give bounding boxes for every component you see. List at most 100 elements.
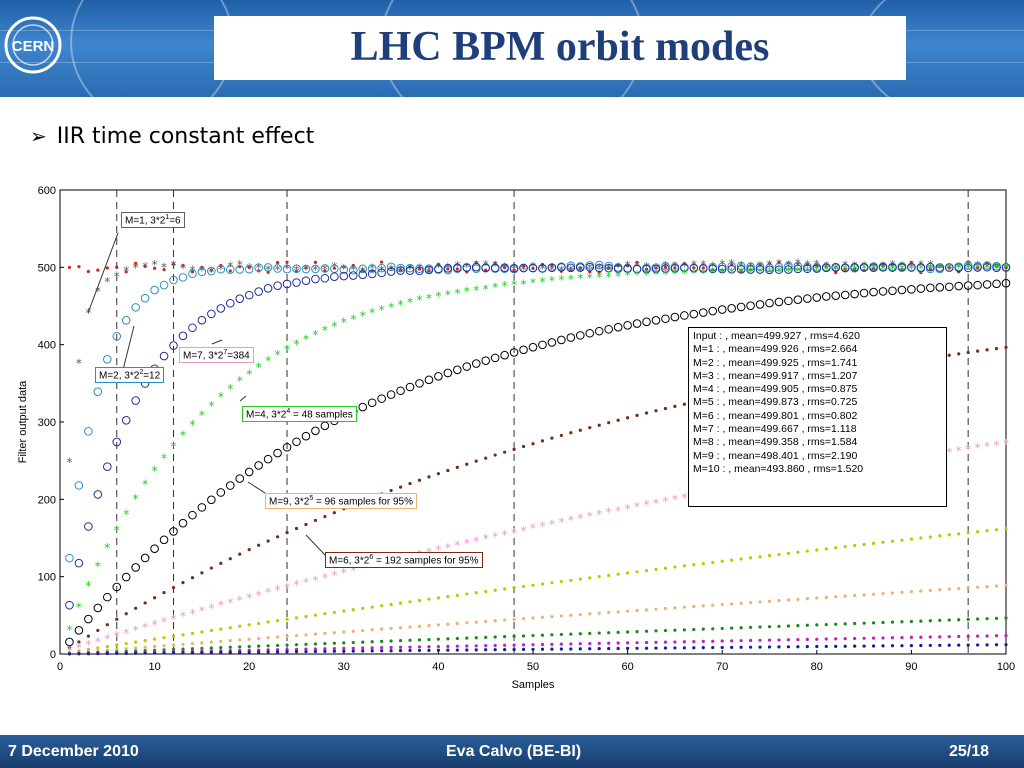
- point-m1: *: [710, 259, 716, 273]
- point-m6: [607, 421, 611, 425]
- point-m5: [131, 563, 140, 572]
- point-m6: [1004, 345, 1008, 349]
- point-m6: [408, 481, 412, 486]
- point-input: [86, 269, 90, 274]
- point-m6: [181, 581, 185, 585]
- point-m4: *: [606, 270, 612, 284]
- point-m4: *: [899, 262, 905, 276]
- point-m1: *: [369, 262, 375, 276]
- point-m1: *: [521, 263, 527, 277]
- point-m7: *: [256, 588, 262, 602]
- point-m5: [453, 365, 462, 375]
- point-m11: [796, 637, 800, 642]
- point-m12: [275, 650, 280, 654]
- point-m4: *: [171, 439, 177, 453]
- point-m5: [736, 302, 746, 312]
- point-m5: [207, 495, 216, 505]
- point-m10: [209, 646, 213, 650]
- point-m6: [153, 596, 157, 600]
- point-m8: [673, 565, 677, 569]
- point-m11: [294, 647, 299, 651]
- point-m7: *: [152, 618, 158, 632]
- point-m2: [339, 265, 349, 274]
- point-m3: [386, 267, 396, 276]
- point-m8: [597, 575, 601, 579]
- point-m7: *: [435, 543, 441, 557]
- point-m12: [427, 648, 431, 652]
- point-m9: [682, 605, 686, 609]
- point-m4: *: [483, 282, 489, 296]
- point-m4: *: [823, 263, 829, 277]
- point-m9: [228, 639, 232, 643]
- point-m3: [225, 298, 235, 308]
- point-m4: *: [294, 337, 300, 351]
- point-m8: [417, 598, 422, 603]
- point-input: [275, 260, 280, 265]
- point-m8: [115, 643, 119, 647]
- point-m9: [521, 617, 526, 621]
- point-m9: [711, 603, 715, 607]
- point-m1: *: [946, 262, 952, 276]
- point-m6: [512, 447, 516, 451]
- point-m12: [663, 646, 668, 650]
- point-m7: *: [492, 530, 498, 544]
- point-m4: *: [322, 324, 328, 338]
- point-m8: [824, 547, 828, 551]
- point-m4: *: [454, 286, 460, 300]
- point-m2: [216, 264, 226, 274]
- point-m3: [992, 263, 1001, 272]
- point-m5: [907, 285, 916, 294]
- point-m3: [244, 290, 254, 300]
- point-m7: *: [644, 498, 650, 512]
- point-m2: [93, 387, 103, 396]
- point-m5: [528, 342, 538, 352]
- point-m9: [134, 646, 138, 650]
- point-m4: *: [653, 268, 659, 282]
- point-m9: [644, 608, 649, 612]
- point-m4: *: [871, 262, 877, 276]
- point-m12: [219, 650, 223, 654]
- point-m1: *: [407, 262, 413, 276]
- point-m8: [474, 591, 478, 595]
- point-m5: [519, 345, 528, 355]
- point-m4: *: [861, 262, 867, 276]
- point-m8: [871, 541, 876, 545]
- point-m9: [748, 600, 753, 605]
- point-m7: *: [558, 516, 564, 530]
- point-m4: *: [95, 559, 101, 573]
- point-m2: [112, 331, 122, 341]
- point-m1: *: [606, 262, 612, 276]
- point-m6: [531, 442, 535, 446]
- point-m1: *: [662, 259, 668, 273]
- point-m2: [604, 261, 613, 271]
- point-m9: [465, 621, 469, 625]
- point-input: [663, 265, 668, 269]
- point-m4: *: [748, 265, 754, 279]
- point-m11: [607, 641, 611, 645]
- point-m1: *: [322, 263, 328, 277]
- point-m4: *: [956, 261, 962, 275]
- point-m5: [292, 437, 301, 447]
- point-m1: *: [246, 261, 252, 275]
- point-m6: [484, 456, 488, 460]
- point-m5: [386, 390, 396, 399]
- point-m11: [947, 635, 951, 639]
- point-m11: [635, 641, 639, 645]
- point-m1: *: [284, 262, 290, 276]
- point-m8: [304, 614, 308, 619]
- point-m5: [869, 287, 878, 297]
- point-m12: [654, 646, 658, 650]
- point-m6: [313, 518, 318, 523]
- point-m4: *: [587, 271, 593, 285]
- point-m10: [417, 638, 422, 642]
- point-m2: [197, 267, 207, 277]
- point-m10: [607, 631, 611, 635]
- point-m1: *: [975, 258, 981, 272]
- point-m10: [616, 630, 620, 634]
- point-m3: [348, 271, 358, 280]
- point-m7: *: [265, 586, 271, 600]
- point-m7: *: [227, 596, 233, 610]
- point-m8: [332, 610, 336, 615]
- point-m4: *: [123, 507, 129, 521]
- legend-entry: M=10 : , mean=493.860 , rms=1.520: [693, 462, 864, 475]
